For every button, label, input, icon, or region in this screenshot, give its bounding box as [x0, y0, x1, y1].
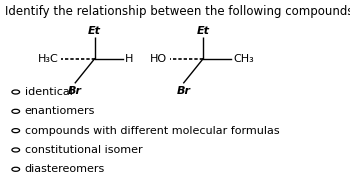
Text: Et: Et: [196, 26, 210, 36]
Text: Et: Et: [88, 26, 101, 36]
Text: diastereomers: diastereomers: [25, 164, 105, 174]
Text: H: H: [125, 54, 134, 64]
Text: Br: Br: [177, 86, 191, 96]
Text: Br: Br: [68, 86, 82, 96]
Text: H₃C: H₃C: [38, 54, 58, 64]
Text: Identify the relationship between the following compounds.: Identify the relationship between the fo…: [5, 5, 350, 18]
Text: constitutional isomer: constitutional isomer: [25, 145, 142, 155]
Text: HO: HO: [150, 54, 167, 64]
Text: CH₃: CH₃: [234, 54, 254, 64]
Text: identical: identical: [25, 87, 73, 97]
Text: compounds with different molecular formulas: compounds with different molecular formu…: [25, 126, 280, 136]
Text: enantiomers: enantiomers: [25, 106, 95, 116]
